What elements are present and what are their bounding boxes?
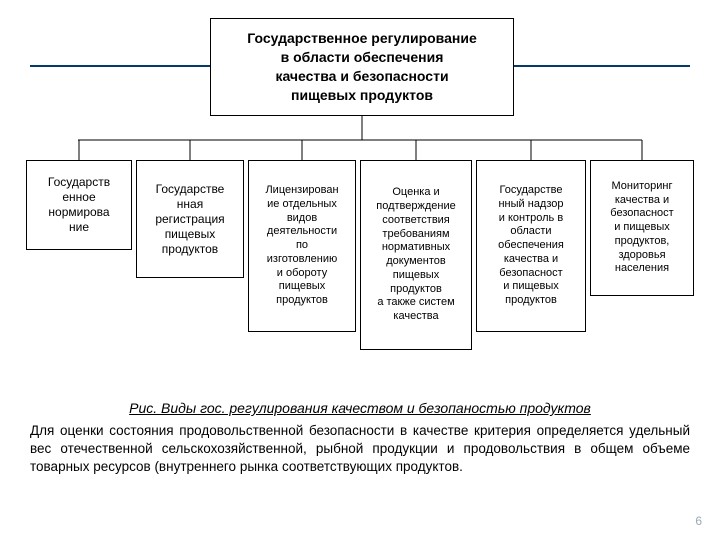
child-line: деятельности	[251, 225, 353, 239]
child-line: ние	[29, 220, 129, 235]
child-line: регистрация	[139, 212, 241, 227]
child-line: Мониторинг	[593, 180, 691, 194]
root-line: Государственное регулирование	[213, 29, 511, 48]
child-node-2: Лицензирование отдельныхвидовдеятельност…	[248, 160, 356, 332]
child-line: качества и	[479, 253, 583, 267]
child-line: видов	[251, 212, 353, 226]
child-line: Государстве	[139, 182, 241, 197]
child-line: нормативных	[363, 241, 469, 255]
child-node-3: Оценка иподтверждениесоответствиятребова…	[360, 160, 472, 350]
child-node-5: Мониторингкачества ибезопасности пищевых…	[590, 160, 694, 296]
child-line: пищевых	[363, 269, 469, 283]
child-line: Оценка и	[363, 186, 469, 200]
child-line: пищевых	[139, 227, 241, 242]
root-line: качества и безопасности	[213, 67, 511, 86]
child-line: качества	[363, 310, 469, 324]
child-line: обеспечения	[479, 239, 583, 253]
child-line: безопасност	[479, 267, 583, 281]
child-line: безопасност	[593, 207, 691, 221]
child-line: соответствия	[363, 214, 469, 228]
child-node-1: Государственнаярегистрацияпищевыхпродукт…	[136, 160, 244, 278]
page-number: 6	[695, 514, 702, 528]
child-line: енное	[29, 190, 129, 205]
child-line: продуктов	[139, 242, 241, 257]
child-line: здоровья	[593, 249, 691, 263]
child-line: требованиям	[363, 228, 469, 242]
child-line: изготовлению	[251, 253, 353, 267]
child-line: качества и	[593, 194, 691, 208]
child-line: пищевых	[251, 280, 353, 294]
child-line: продуктов	[363, 283, 469, 297]
child-line: нный надзор	[479, 198, 583, 212]
child-line: документов	[363, 255, 469, 269]
child-line: и пищевых	[479, 280, 583, 294]
child-line: области	[479, 225, 583, 239]
child-line: а также систем	[363, 296, 469, 310]
child-line: Государств	[29, 175, 129, 190]
child-line: продуктов,	[593, 235, 691, 249]
child-line: нная	[139, 197, 241, 212]
child-line: населения	[593, 262, 691, 276]
child-line: продуктов	[251, 294, 353, 308]
child-line: Лицензирован	[251, 184, 353, 198]
child-line: и обороту	[251, 267, 353, 281]
body-text: Для оценки состояния продовольственной б…	[30, 422, 690, 477]
root-line: в области обеспечения	[213, 48, 511, 67]
child-line: по	[251, 239, 353, 253]
root-line: пищевых продуктов	[213, 86, 511, 105]
child-line: подтверждение	[363, 200, 469, 214]
root-node: Государственное регулированиев области о…	[210, 18, 514, 116]
child-line: продуктов	[479, 294, 583, 308]
child-line: и контроль в	[479, 212, 583, 226]
child-node-0: Государственноенормирование	[26, 160, 132, 250]
child-line: и пищевых	[593, 221, 691, 235]
figure-caption: Рис. Виды гос. регулирования качеством и…	[0, 400, 720, 416]
child-line: нормирова	[29, 205, 129, 220]
child-line: ие отдельных	[251, 198, 353, 212]
child-node-4: Государственный надзори контроль вобласт…	[476, 160, 586, 332]
child-line: Государстве	[479, 184, 583, 198]
